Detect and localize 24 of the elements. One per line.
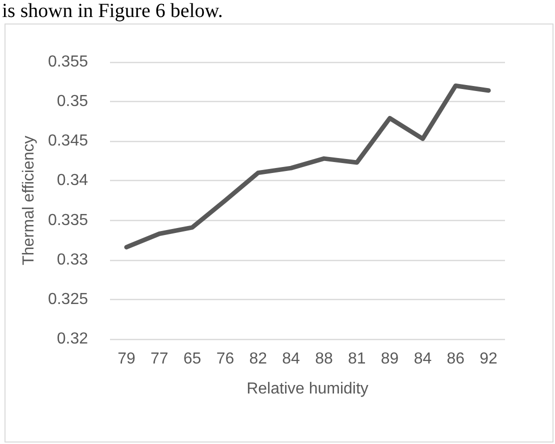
x-tick-label: 79	[118, 350, 136, 368]
line-series	[124, 83, 491, 250]
x-tick-label: 84	[414, 350, 432, 368]
x-tick-label: 77	[150, 350, 168, 368]
y-tick-label: 0.32	[56, 330, 88, 348]
x-tick-label: 86	[446, 350, 465, 368]
y-tick-label: 0.33	[56, 251, 88, 268]
x-tick-label: 81	[348, 350, 366, 368]
x-axis-title: Relative humidity	[246, 380, 368, 398]
y-tick-label: 0.34	[56, 172, 88, 190]
text: is shown in Figure 6 below.	[2, 0, 223, 22]
y-tick-label: 0.335	[48, 212, 88, 229]
y-tick-label: 0.345	[48, 132, 88, 150]
y-tick-label: 0.355	[48, 54, 88, 70]
x-tick-label: 92	[480, 350, 498, 368]
x-tick-label: 82	[249, 350, 268, 368]
y-axis-title: Thermal efficiency	[20, 136, 38, 266]
x-tick-label: 88	[315, 350, 333, 368]
y-tick-label: 0.35	[56, 93, 88, 110]
y-tick-label: 0.325	[48, 290, 88, 308]
x-tick-label: 89	[380, 350, 399, 368]
x-tick-label: 84	[282, 350, 300, 368]
x-tick-label: 65	[183, 350, 202, 368]
x-tick-label: 76	[216, 350, 234, 368]
